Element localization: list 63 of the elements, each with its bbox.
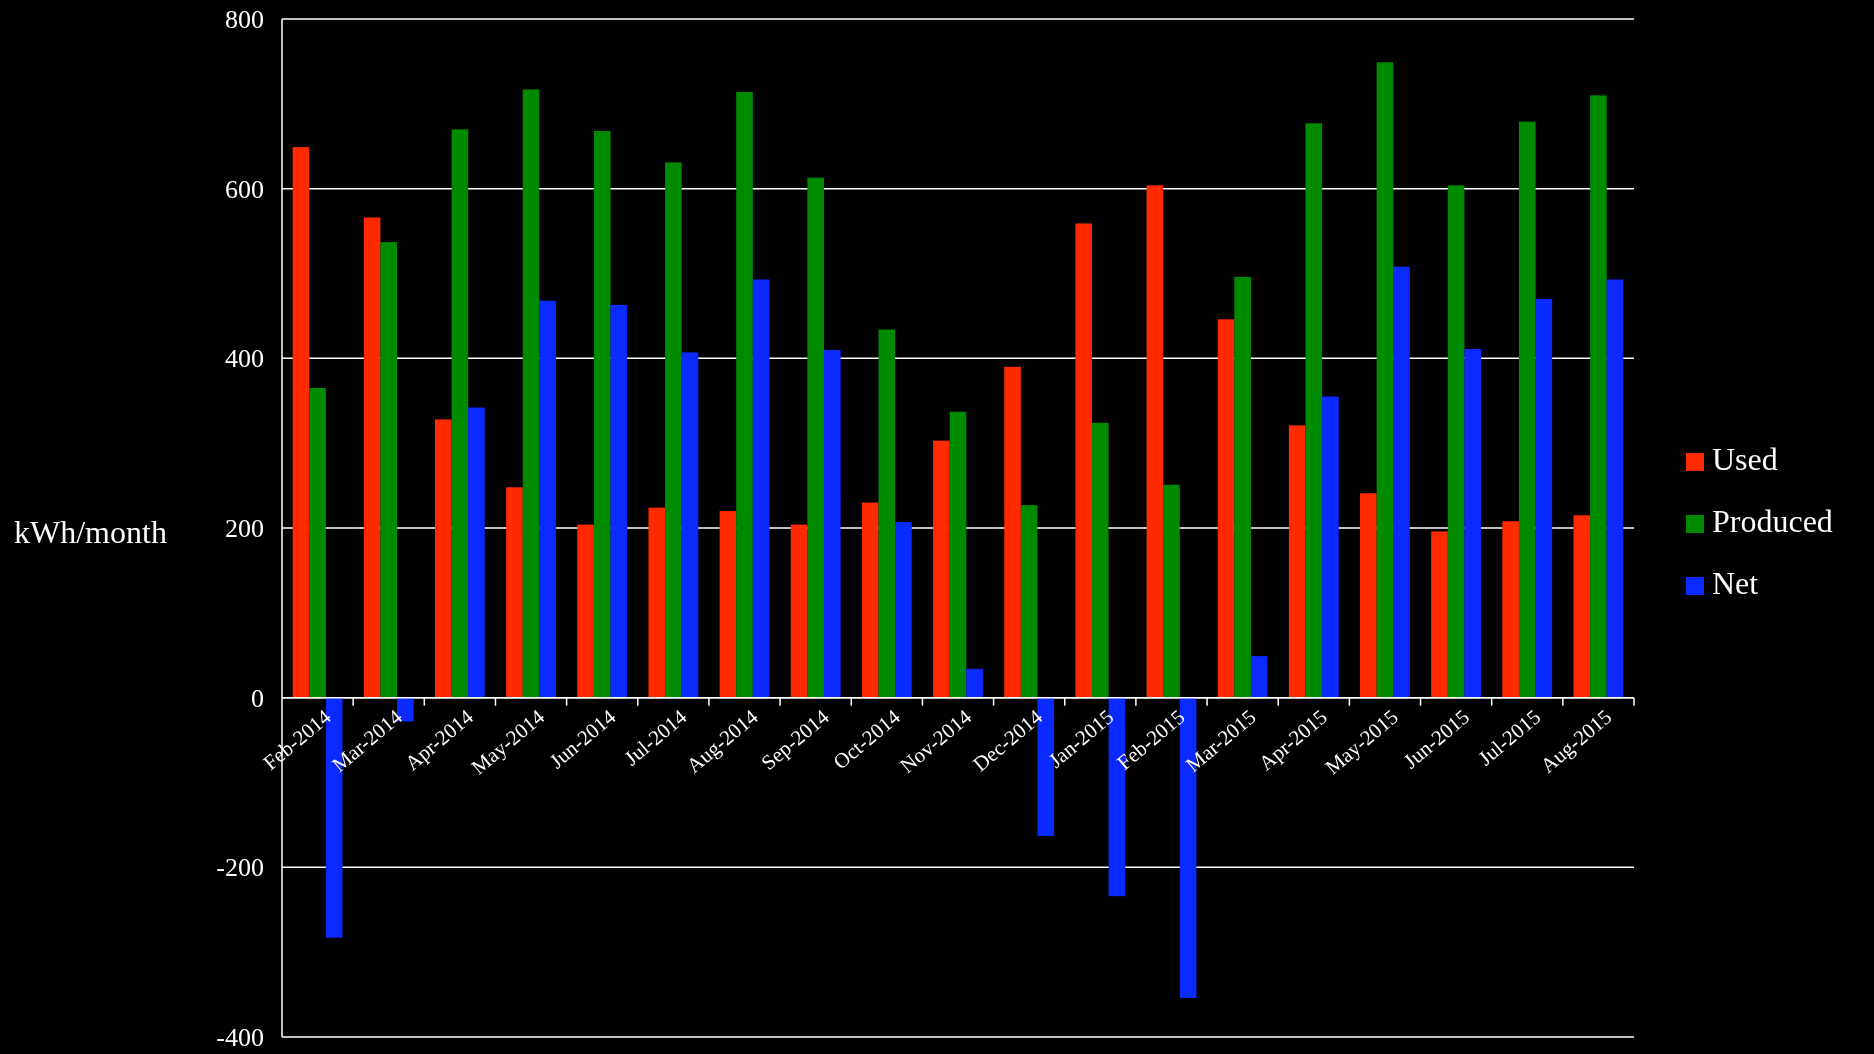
bar (451, 129, 469, 698)
bar (807, 177, 824, 698)
bar (1234, 276, 1251, 698)
bar (1431, 531, 1448, 698)
bar (665, 162, 682, 698)
bar (1322, 396, 1339, 698)
bar (1535, 298, 1553, 698)
bar (1464, 349, 1482, 698)
bar (1360, 493, 1377, 698)
bar (790, 524, 808, 698)
y-tick-label: -200 (216, 853, 264, 883)
bar (1092, 422, 1109, 698)
bar (1518, 121, 1536, 698)
bar (1305, 123, 1323, 698)
legend-label: Produced (1712, 503, 1833, 539)
bar (539, 300, 556, 698)
bar (1573, 515, 1591, 698)
bar (506, 487, 523, 698)
bar (577, 524, 594, 698)
y-tick-label: 600 (225, 174, 264, 204)
bar (681, 352, 699, 698)
legend-label: Net (1712, 565, 1759, 601)
bar (593, 130, 611, 698)
bar (823, 349, 841, 698)
bar (309, 388, 326, 698)
bar (610, 304, 628, 698)
bar (966, 668, 983, 698)
bar (363, 217, 381, 698)
y-tick-label: 0 (251, 683, 264, 713)
bar (1606, 279, 1624, 698)
bar (1020, 505, 1038, 698)
bar (1590, 95, 1607, 698)
bar (1393, 266, 1410, 698)
bar (1163, 484, 1180, 698)
bar (1004, 366, 1021, 698)
bar (895, 522, 912, 698)
y-tick-label: 200 (225, 514, 264, 544)
bar (468, 407, 485, 698)
bar (878, 329, 896, 698)
legend-label: Used (1712, 441, 1778, 477)
bar (1217, 319, 1235, 698)
y-tick-label: -400 (216, 1023, 264, 1053)
bar (1250, 656, 1268, 698)
bar (434, 419, 452, 698)
bar (1502, 521, 1519, 698)
bar (1146, 185, 1164, 698)
y-tick-label: 800 (225, 5, 264, 35)
y-axis-title: kWh/month (14, 514, 167, 551)
bar (292, 147, 310, 698)
bar (752, 279, 770, 698)
bar (1447, 185, 1465, 698)
bar (861, 502, 879, 698)
bar (380, 242, 398, 698)
bar (1288, 425, 1306, 698)
bar (1376, 62, 1394, 698)
bar (522, 89, 540, 698)
y-tick-label: 400 (225, 344, 264, 374)
bar (719, 511, 737, 698)
bar (1075, 223, 1093, 698)
bar (933, 440, 950, 698)
bar (648, 507, 666, 698)
bar (736, 91, 753, 698)
bar (949, 411, 967, 698)
